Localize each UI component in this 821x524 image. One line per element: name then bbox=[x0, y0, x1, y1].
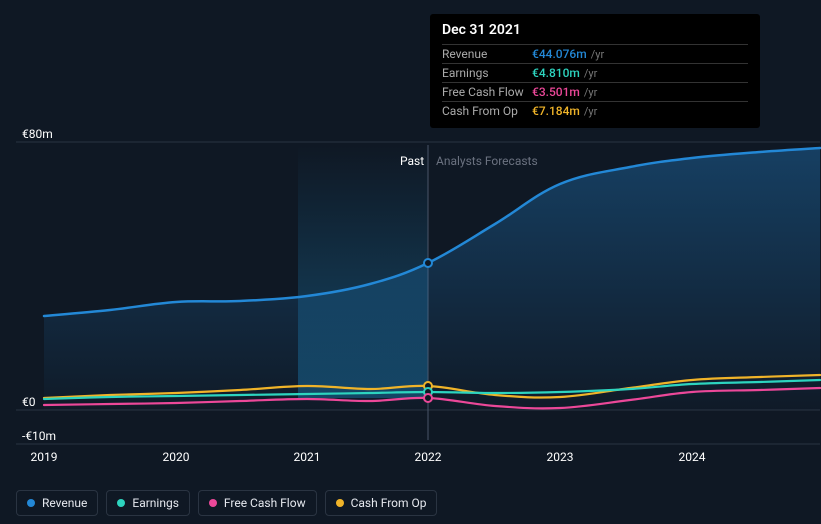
y-axis-label: -€10m bbox=[22, 429, 56, 443]
tooltip-row-unit: /yr bbox=[591, 48, 604, 61]
tooltip-row-label: Earnings bbox=[442, 66, 532, 80]
legend: Revenue Earnings Free Cash Flow Cash From O… bbox=[16, 490, 437, 516]
x-axis-label: 2021 bbox=[294, 450, 321, 464]
section-label-forecast: Analysts Forecasts bbox=[436, 154, 538, 168]
legend-dot-icon bbox=[117, 499, 125, 507]
legend-dot-icon bbox=[336, 499, 344, 507]
legend-label: Free Cash Flow bbox=[224, 496, 306, 510]
tooltip-row-value: €4.810m bbox=[532, 66, 580, 80]
x-axis-label: 2019 bbox=[31, 450, 58, 464]
tooltip-date: Dec 31 2021 bbox=[442, 22, 748, 38]
revenue-earnings-chart: €80m €0 -€10m 2019 2020 2021 2022 2023 2024 Pas… bbox=[0, 0, 821, 524]
x-axis-label: 2020 bbox=[163, 450, 190, 464]
y-axis-label: €80m bbox=[22, 127, 53, 141]
legend-label: Cash From Op bbox=[351, 496, 427, 510]
section-label-past: Past bbox=[400, 154, 424, 168]
legend-item[interactable]: Earnings bbox=[106, 490, 190, 516]
tooltip-row-label: Free Cash Flow bbox=[442, 85, 532, 99]
tooltip-row-value: €7.184m bbox=[532, 104, 580, 118]
tooltip-row: Revenue€44.076m/yr bbox=[442, 44, 748, 63]
tooltip-row-unit: /yr bbox=[584, 86, 597, 99]
tooltip-row: Cash From Op€7.184m/yr bbox=[442, 101, 748, 120]
tooltip-row: Earnings€4.810m/yr bbox=[442, 63, 748, 82]
tooltip-row-label: Revenue bbox=[442, 47, 532, 61]
x-axis-label: 2024 bbox=[679, 450, 706, 464]
tooltip-row: Free Cash Flow€3.501m/yr bbox=[442, 82, 748, 101]
tooltip-row-value: €3.501m bbox=[532, 85, 580, 99]
legend-item[interactable]: Revenue bbox=[16, 490, 98, 516]
legend-label: Revenue bbox=[42, 496, 87, 510]
legend-dot-icon bbox=[27, 499, 35, 507]
x-axis-label: 2022 bbox=[415, 450, 442, 464]
tooltip-row-value: €44.076m bbox=[532, 47, 587, 61]
legend-dot-icon bbox=[209, 499, 217, 507]
hover-tooltip: Dec 31 2021 Revenue€44.076m/yrEarnings€4… bbox=[430, 14, 760, 128]
x-axis-label: 2023 bbox=[547, 450, 574, 464]
legend-label: Earnings bbox=[132, 496, 179, 510]
legend-item[interactable]: Free Cash Flow bbox=[198, 490, 317, 516]
tooltip-row-unit: /yr bbox=[584, 67, 597, 80]
tooltip-row-unit: /yr bbox=[584, 105, 597, 118]
legend-item[interactable]: Cash From Op bbox=[325, 490, 438, 516]
tooltip-row-label: Cash From Op bbox=[442, 104, 532, 118]
y-axis-label: €0 bbox=[22, 395, 36, 409]
